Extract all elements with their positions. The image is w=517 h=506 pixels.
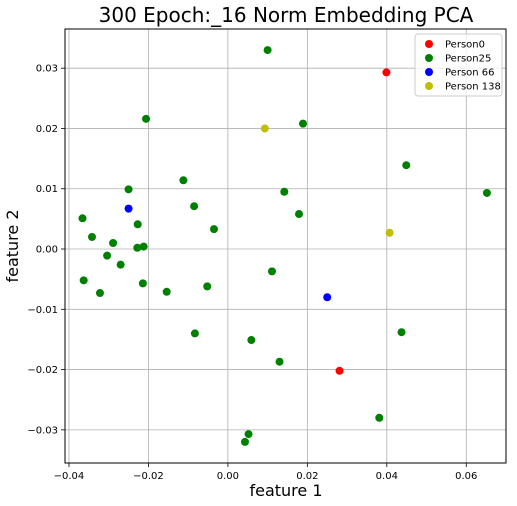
legend-marker [425, 40, 433, 48]
data-point [142, 114, 151, 123]
data-point [88, 232, 97, 241]
x-tick-label: −0.04 [54, 471, 85, 482]
x-tick-label: 0.02 [296, 471, 318, 482]
y-tick-label: 0.03 [36, 64, 58, 75]
data-point [133, 243, 142, 252]
data-point [116, 260, 125, 269]
data-point [139, 242, 148, 251]
data-point [103, 251, 112, 260]
data-point [162, 287, 171, 296]
data-point [382, 68, 391, 77]
legend-label: Person0 [445, 40, 485, 51]
x-tick-label: −0.02 [133, 471, 164, 482]
x-tick-label: 0.04 [376, 471, 398, 482]
y-tick-label: −0.02 [27, 365, 58, 376]
data-point [240, 437, 249, 446]
legend: Person0 Person25 Person 66 Person 138 [414, 33, 503, 97]
data-point [263, 46, 272, 55]
legend-marker [425, 68, 433, 76]
x-tick-label: 0.00 [217, 471, 239, 482]
data-point [95, 289, 104, 298]
y-tick-label: −0.03 [27, 425, 58, 436]
y-axis-label: feature 2 [3, 209, 22, 282]
data-point [375, 413, 384, 422]
y-tick-label: −0.01 [27, 305, 58, 316]
data-point [190, 202, 199, 211]
y-tick-label: 0.01 [36, 184, 58, 195]
data-point [124, 185, 133, 194]
data-point [323, 293, 332, 302]
y-tick-label: 0.02 [36, 124, 58, 135]
data-point [190, 329, 199, 338]
data-point [267, 267, 276, 276]
x-axis-ticks: −0.04 −0.02 0.00 0.02 0.04 0.06 [54, 463, 477, 482]
legend-label: Person 66 [445, 68, 495, 79]
legend-marker [425, 82, 433, 90]
data-point [79, 276, 88, 285]
legend-marker [425, 54, 433, 62]
data-point [275, 357, 284, 366]
data-point [209, 225, 218, 234]
data-point [298, 119, 307, 128]
chart-title: 300 Epoch:_16 Norm Embedding PCA [99, 3, 474, 27]
data-point [385, 228, 394, 237]
data-point [244, 430, 253, 439]
data-point [260, 124, 269, 133]
legend-label: Person 138 [445, 82, 501, 93]
data-point [109, 238, 118, 247]
data-point [335, 366, 344, 375]
data-point [124, 204, 133, 213]
data-point [402, 161, 411, 170]
data-point [78, 214, 87, 223]
x-tick-label: 0.06 [455, 471, 477, 482]
data-point [203, 282, 212, 291]
data-point [247, 336, 256, 345]
data-point [397, 328, 406, 337]
data-point [138, 279, 147, 288]
data-points [78, 46, 491, 446]
plot-area [64, 28, 507, 464]
legend-box [414, 33, 503, 97]
legend-label: Person25 [445, 54, 491, 65]
data-point [280, 187, 289, 196]
y-tick-label: 0.00 [36, 245, 58, 256]
data-point [295, 210, 304, 219]
data-point [133, 220, 142, 229]
data-point [482, 188, 491, 197]
x-axis-label: feature 1 [249, 481, 322, 500]
y-axis-ticks: −0.03 −0.02 −0.01 0.00 0.01 0.02 0.03 [27, 64, 65, 436]
data-point [179, 176, 188, 185]
